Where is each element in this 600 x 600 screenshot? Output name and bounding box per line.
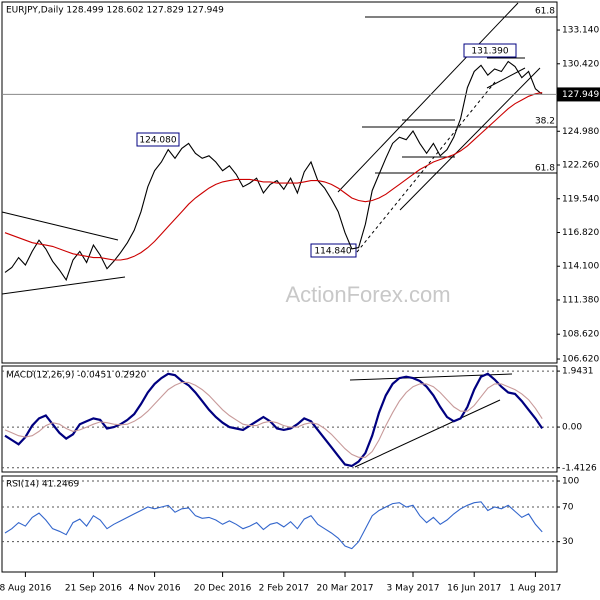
x-tick-label: 3 May 2017 bbox=[387, 584, 440, 594]
y-tick-label: 1.9431 bbox=[562, 367, 594, 377]
y-tick-label: 100 bbox=[562, 477, 579, 487]
rsi-label: RSI(14) 41.2469 bbox=[6, 480, 79, 490]
y-tick-label: 111.380 bbox=[562, 295, 599, 305]
watermark: ActionForex.com bbox=[285, 282, 450, 307]
macd-label: MACD(12,26,9) -0.0451 0.2920 bbox=[6, 371, 147, 381]
channel-line bbox=[399, 67, 541, 211]
drawings bbox=[1, 2, 557, 468]
x-tick-label: 21 Sep 2016 bbox=[65, 584, 122, 594]
y-tick-label: 122.260 bbox=[562, 161, 599, 171]
macd-panel bbox=[1, 365, 558, 473]
x-tick-label: 20 Mar 2017 bbox=[316, 584, 373, 594]
y-tick-label: 114.100 bbox=[562, 262, 599, 272]
annotation-box bbox=[310, 243, 357, 258]
y-tick-label: 133.140 bbox=[562, 26, 599, 36]
x-tick-label: 1 Aug 2017 bbox=[509, 584, 561, 594]
fib-label: 38.2 bbox=[535, 117, 555, 127]
series-line bbox=[4, 92, 543, 261]
x-tick-label: 2 Feb 2017 bbox=[259, 584, 309, 594]
y-tick-label: 106.620 bbox=[562, 355, 599, 365]
x-tick-label: 4 Nov 2016 bbox=[129, 584, 181, 594]
y-tick-label: 0.00 bbox=[562, 423, 582, 433]
x-tick-label: 16 Jun 2017 bbox=[447, 584, 501, 594]
y-tick-label: 70 bbox=[562, 503, 574, 513]
y-tick-label: 130.420 bbox=[562, 59, 599, 69]
chart-title: EURJPY,Daily 128.499 128.602 127.829 127… bbox=[6, 6, 224, 16]
y-tick-label: 124.980 bbox=[562, 127, 599, 137]
channel-line bbox=[337, 2, 519, 193]
trend-line bbox=[1, 211, 119, 241]
y-tick-label: 116.820 bbox=[562, 228, 599, 238]
flag-line bbox=[486, 67, 526, 89]
fib-label: 61.8 bbox=[535, 164, 555, 174]
y-tick-label: -1.4126 bbox=[562, 463, 597, 473]
channel-line bbox=[356, 81, 496, 253]
last-price-box bbox=[557, 87, 600, 102]
y-tick-label: 108.620 bbox=[562, 330, 599, 340]
x-tick-label: 8 Aug 2016 bbox=[0, 584, 52, 594]
macd-trend-line bbox=[354, 399, 501, 468]
annotation-box bbox=[463, 43, 517, 58]
series-line bbox=[4, 372, 544, 468]
x-tick-label: 20 Dec 2016 bbox=[194, 584, 252, 594]
series-line bbox=[4, 381, 543, 458]
annotation: 114.840 bbox=[314, 247, 351, 257]
fib-label: 61.8 bbox=[535, 7, 555, 17]
annotation: 131.390 bbox=[471, 47, 508, 57]
y-tick-label: 119.540 bbox=[562, 194, 599, 204]
rsi-panel bbox=[1, 475, 558, 573]
trend-line bbox=[1, 276, 126, 295]
last-price-label: 127.949 bbox=[562, 90, 599, 100]
annotation-box bbox=[136, 132, 180, 147]
price-panel bbox=[1, 1, 558, 364]
annotation: 124.080 bbox=[139, 136, 176, 146]
series-line bbox=[4, 501, 543, 550]
y-tick-label: 30 bbox=[562, 537, 574, 547]
